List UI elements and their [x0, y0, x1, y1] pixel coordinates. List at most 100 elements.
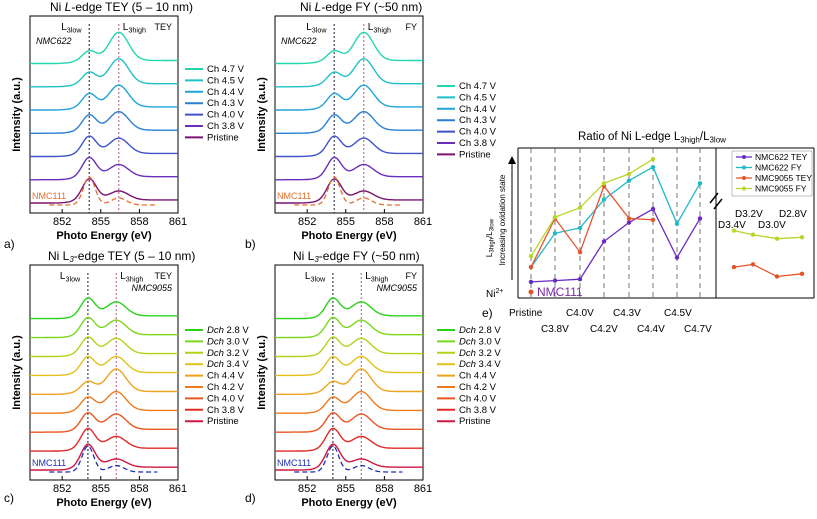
- spectrum-Ch-44-V: [275, 84, 423, 111]
- legend-label: Pristine: [459, 149, 491, 160]
- series-point: [552, 231, 558, 236]
- series-line: [530, 208, 701, 283]
- legend-label: Ch 4.7 V: [459, 81, 497, 92]
- x-label-lower: C4.2V: [590, 324, 618, 335]
- mode-label: FY: [405, 271, 417, 281]
- sample-label: NMC9055: [131, 283, 173, 293]
- x-tick-label: 861: [169, 216, 187, 228]
- series-point: [552, 278, 558, 283]
- series-point: [528, 279, 534, 285]
- plot-frame: [29, 15, 179, 214]
- series-line: [530, 158, 654, 257]
- x-label-upper: C4.5V: [664, 308, 692, 319]
- plot-frame: [274, 15, 424, 214]
- legend-label: Ch 3.8 V: [459, 138, 497, 149]
- spectrum-Ch-40-V: [30, 411, 178, 433]
- reference-label: NMC111: [32, 458, 66, 468]
- x-tick-label: 861: [414, 216, 432, 228]
- legend-label: Dch 3.2 V: [207, 348, 249, 359]
- x-tick-label: 852: [298, 483, 316, 495]
- spectrum-Ch-47-V: [275, 31, 423, 65]
- panel-label: b): [245, 237, 256, 251]
- plot-title: Ni L-edge FY (~50 nm): [300, 0, 422, 14]
- spectrum-Ch-42-V: [30, 390, 178, 414]
- series-point: [528, 264, 534, 270]
- l3low-label: L3low: [305, 271, 326, 284]
- series-point-discharge: [799, 235, 805, 240]
- legend-label: Dch 2.8 V: [459, 325, 501, 336]
- legend-label: Ch 4.0 V: [207, 393, 245, 404]
- spectrum-Ch-44-V: [30, 368, 178, 395]
- x-label-discharge: D3.0V: [758, 220, 786, 231]
- reference-nmc111: [294, 445, 403, 473]
- spectrum-Ch-43-V: [30, 110, 178, 134]
- x-label-lower: C4.4V: [637, 324, 665, 335]
- x-tick-label: 858: [130, 483, 148, 495]
- series-point: [626, 178, 632, 183]
- panel-b: 852 855 858 861 Photo Energy (eV) Intensity (…: [245, 0, 497, 251]
- panel-label: a): [4, 237, 15, 251]
- spectrum-Pristine: [30, 178, 178, 204]
- l3low-label: L3low: [60, 271, 81, 284]
- legend-label: Ch 4.4 V: [459, 371, 497, 382]
- legend-marker: [742, 186, 746, 191]
- series-point-discharge: [750, 232, 756, 237]
- spectrum-Ch-45-V: [275, 57, 423, 88]
- spectrum-Ch-40-V: [30, 135, 178, 158]
- spectrum-Ch-47-V: [30, 31, 178, 65]
- plot-title: Ni L-edge TEY (5 – 10 nm): [50, 0, 193, 14]
- x-label-discharge: D2.8V: [779, 209, 807, 220]
- legend-label: NMC9055 FY: [755, 184, 807, 194]
- x-tick-label: 861: [169, 483, 187, 495]
- panel-e: Ratio of Ni L-edge L3high/L3low L3high/L3…: [482, 131, 815, 335]
- arrow-head: [508, 156, 516, 164]
- x-label-lower: C3.8V: [541, 324, 569, 335]
- legend-label: Ch 4.2 V: [207, 382, 245, 393]
- panel-label: c): [4, 491, 14, 505]
- series-point: [528, 254, 534, 259]
- spectrum-Ch-38-V: [275, 156, 423, 181]
- legend-label: Dch 3.4 V: [207, 359, 249, 370]
- legend-label: Ch 3.8 V: [207, 121, 245, 132]
- x-tick-label: 855: [92, 216, 110, 228]
- y-axis-label: Intensity (a.u.): [256, 335, 268, 410]
- series-point: [577, 205, 583, 210]
- reference-nmc111: [49, 445, 158, 473]
- reference-nmc111: [294, 176, 403, 206]
- x-label-discharge: D3.2V: [735, 209, 763, 220]
- series-point: [552, 214, 558, 220]
- x-tick-label: 858: [375, 483, 393, 495]
- legend-marker: [742, 176, 746, 180]
- y-axis-label: Intensity (a.u.): [11, 335, 23, 410]
- series-point: [674, 221, 680, 227]
- spectrum-Dch-34-V: [275, 355, 423, 377]
- legend-label: Dch 3.0 V: [459, 336, 501, 347]
- reference-nmc111: [49, 176, 158, 206]
- spectrum-Ch-38-V: [30, 156, 178, 181]
- x-tick-label: 855: [337, 483, 355, 495]
- panel-d: 852 855 858 861 Photo Energy (eV) Intensity (…: [245, 249, 501, 509]
- spectrum-Pristine: [275, 443, 423, 471]
- x-tick-label: 861: [414, 483, 432, 495]
- series-line-discharge: [733, 229, 803, 240]
- legend-label: Ch 4.3 V: [459, 115, 497, 126]
- legend-label: Ch 4.0 V: [207, 110, 245, 121]
- spectrum-Dch-32-V: [30, 336, 178, 358]
- series-point: [601, 181, 607, 186]
- legend-label: Ch 4.4 V: [207, 87, 245, 98]
- l3high-label: L3high: [365, 271, 388, 284]
- legend-marker: [742, 155, 746, 159]
- x-axis-label: Photo Energy (eV): [301, 230, 397, 242]
- spectrum-Pristine: [275, 178, 423, 204]
- spectrum-Dch-34-V: [30, 355, 178, 377]
- nmc111-point: [528, 289, 534, 295]
- break-mark: [709, 192, 719, 204]
- spectrum-Dch-30-V: [275, 316, 423, 339]
- legend-label: Dch 3.2 V: [459, 348, 501, 359]
- legend-marker: [742, 165, 746, 170]
- x-tick-label: 858: [130, 216, 148, 228]
- x-axis-label: Photo Energy (eV): [56, 230, 152, 242]
- legend-label: Pristine: [207, 416, 239, 427]
- spectrum-Ch-44-V: [30, 84, 178, 111]
